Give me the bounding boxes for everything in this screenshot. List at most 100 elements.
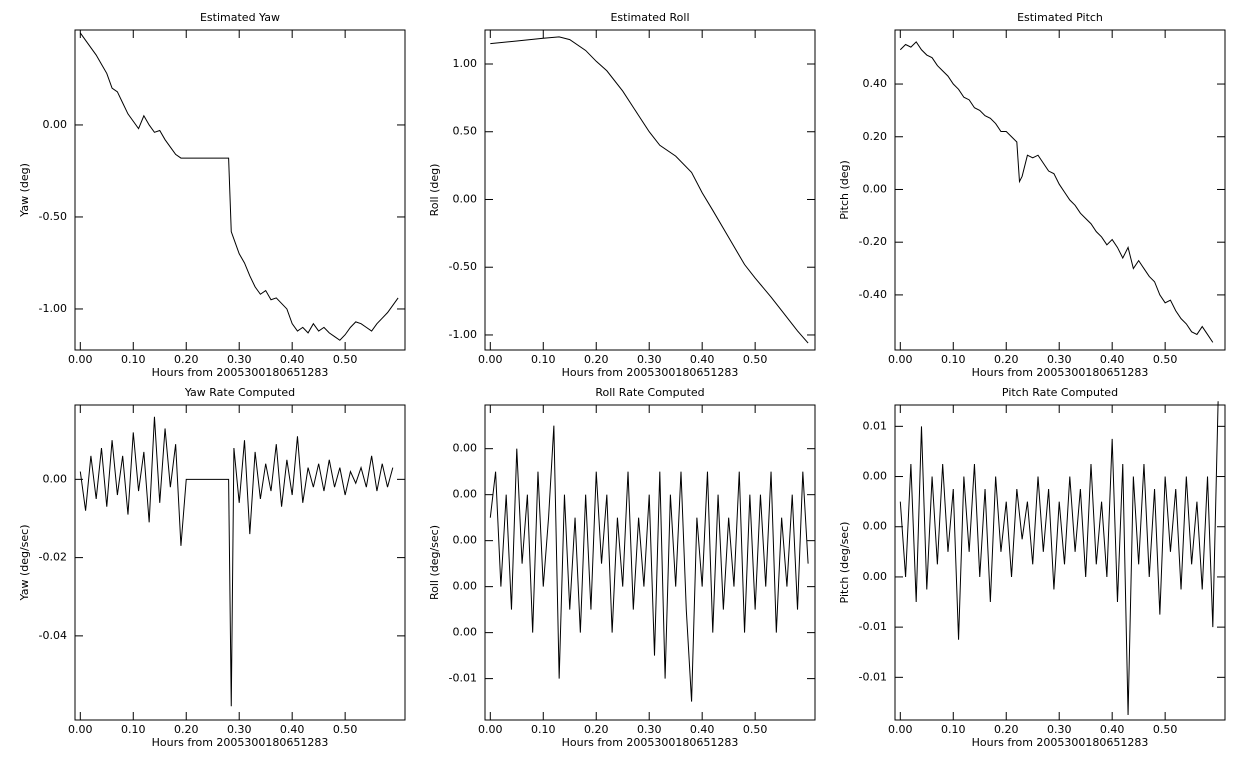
- x-tick-label: 0.10: [941, 353, 966, 366]
- panel: Estimated Pitch Hours from 20053001806512…: [838, 11, 1226, 379]
- x-tick-label: 0.10: [531, 723, 556, 736]
- y-tick-label: -0.01: [859, 670, 887, 683]
- y-tick-label: -1.00: [39, 302, 67, 315]
- y-axis-label: Pitch (deg): [838, 160, 851, 220]
- x-tick-label: 0.10: [121, 353, 146, 366]
- plot-frame: [484, 404, 816, 721]
- y-tick-label: 0.00: [453, 534, 478, 547]
- x-tick-label: 0.10: [121, 723, 146, 736]
- data-line: [79, 32, 399, 341]
- y-tick-label: 0.00: [863, 182, 888, 195]
- data-line: [899, 401, 1219, 715]
- x-tick-label: 0.50: [743, 723, 768, 736]
- data-line: [490, 36, 809, 344]
- x-tick-label: 0.50: [1153, 353, 1178, 366]
- x-tick-label: 0.30: [1047, 723, 1072, 736]
- y-tick-label: -0.02: [39, 551, 67, 564]
- x-tick-label: 0.50: [1153, 723, 1178, 736]
- y-tick-label: 0.00: [43, 118, 68, 131]
- panel: Pitch Rate Computed Hours from 2005300180…: [838, 386, 1226, 749]
- y-axis-label: Roll (deg): [428, 164, 441, 217]
- y-tick-label: -0.40: [859, 288, 887, 301]
- chart-title: Estimated Pitch: [1017, 11, 1103, 24]
- y-tick-label: -0.01: [859, 620, 887, 633]
- x-tick-label: 0.40: [690, 723, 715, 736]
- x-tick-label: 0.00: [68, 353, 93, 366]
- y-tick-label: 1.00: [453, 57, 478, 70]
- y-tick-label: 0.00: [863, 470, 888, 483]
- chart-title: Estimated Roll: [610, 11, 689, 24]
- x-axis-label: Hours from 2005300180651283: [152, 366, 329, 379]
- x-axis-label: Hours from 2005300180651283: [152, 736, 329, 749]
- plot-frame: [74, 29, 406, 351]
- x-tick-label: 0.30: [637, 353, 662, 366]
- x-axis-label: Hours from 2005300180651283: [562, 366, 739, 379]
- plot-frame: [894, 29, 1226, 351]
- plot-frame: [894, 404, 1226, 721]
- data-line: [899, 41, 1214, 343]
- data-line: [79, 416, 394, 707]
- x-tick-label: 0.10: [941, 723, 966, 736]
- x-tick-label: 0.00: [888, 353, 913, 366]
- y-tick-label: -1.00: [449, 328, 477, 341]
- chart-title: Yaw Rate Computed: [184, 386, 295, 399]
- y-axis-label: Roll (deg/sec): [428, 525, 441, 600]
- plot-frame: [74, 404, 406, 721]
- x-tick-label: 0.30: [637, 723, 662, 736]
- y-tick-label: 0.50: [453, 125, 478, 138]
- x-tick-label: 0.00: [478, 353, 503, 366]
- panel: Estimated Roll Hours from 200530018065128…: [428, 11, 816, 379]
- chart-title: Pitch Rate Computed: [1002, 386, 1118, 399]
- panel: Roll Rate Computed Hours from 20053001806…: [428, 386, 816, 749]
- y-tick-label: -0.04: [39, 629, 67, 642]
- x-tick-label: 0.40: [1100, 723, 1125, 736]
- x-tick-label: 0.40: [280, 353, 305, 366]
- x-tick-label: 0.50: [333, 723, 358, 736]
- y-tick-label: -0.50: [449, 260, 477, 273]
- x-tick-label: 0.30: [1047, 353, 1072, 366]
- y-tick-label: 0.00: [863, 520, 888, 533]
- x-tick-label: 0.20: [174, 723, 199, 736]
- y-tick-label: 0.20: [863, 130, 888, 143]
- y-tick-label: -0.50: [39, 210, 67, 223]
- y-tick-label: -0.20: [859, 235, 887, 248]
- x-tick-label: 0.40: [280, 723, 305, 736]
- y-tick-label: 0.00: [453, 580, 478, 593]
- chart-title: Estimated Yaw: [200, 11, 280, 24]
- x-tick-label: 0.50: [333, 353, 358, 366]
- x-tick-label: 0.30: [227, 723, 252, 736]
- x-tick-label: 0.50: [743, 353, 768, 366]
- x-tick-label: 0.20: [994, 353, 1019, 366]
- x-tick-label: 0.10: [531, 353, 556, 366]
- y-tick-label: 0.00: [453, 192, 478, 205]
- x-tick-label: 0.00: [68, 723, 93, 736]
- y-tick-label: 0.40: [863, 77, 888, 90]
- y-tick-label: 0.00: [453, 488, 478, 501]
- x-tick-label: 0.00: [888, 723, 913, 736]
- x-tick-label: 0.00: [478, 723, 503, 736]
- y-tick-label: 0.00: [863, 570, 888, 583]
- x-tick-label: 0.20: [584, 353, 609, 366]
- y-tick-label: 0.00: [453, 442, 478, 455]
- data-line: [489, 425, 809, 702]
- x-axis-label: Hours from 2005300180651283: [972, 366, 1149, 379]
- y-axis-label: Yaw (deg): [18, 163, 31, 218]
- panel: Yaw Rate Computed Hours from 200530018065…: [18, 386, 406, 749]
- y-axis-label: Pitch (deg/sec): [838, 522, 851, 604]
- x-tick-label: 0.40: [1100, 353, 1125, 366]
- y-tick-label: 0.01: [863, 419, 888, 432]
- x-axis-label: Hours from 2005300180651283: [562, 736, 739, 749]
- x-tick-label: 0.20: [994, 723, 1019, 736]
- x-tick-label: 0.20: [584, 723, 609, 736]
- y-tick-label: 0.00: [453, 626, 478, 639]
- x-tick-label: 0.30: [227, 353, 252, 366]
- y-axis-label: Yaw (deg/sec): [18, 524, 31, 601]
- x-tick-label: 0.40: [690, 353, 715, 366]
- y-tick-label: -0.01: [449, 672, 477, 685]
- x-tick-label: 0.20: [174, 353, 199, 366]
- chart-title: Roll Rate Computed: [595, 386, 704, 399]
- y-tick-label: 0.00: [43, 472, 68, 485]
- plot-frame: [484, 29, 816, 351]
- x-axis-label: Hours from 2005300180651283: [972, 736, 1149, 749]
